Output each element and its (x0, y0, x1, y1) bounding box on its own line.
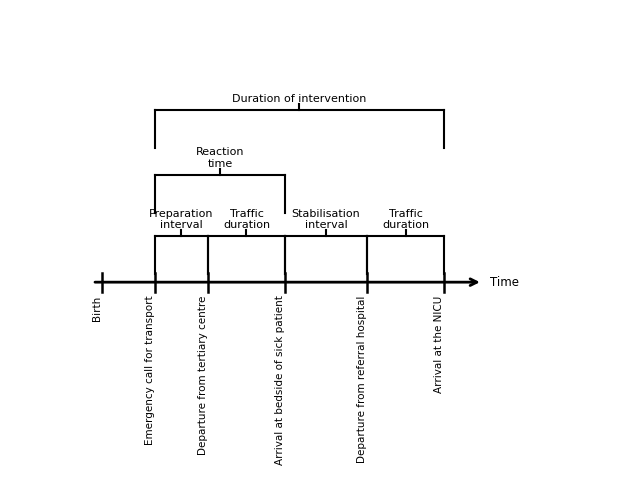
Text: Birth: Birth (92, 296, 102, 321)
Text: Time: Time (490, 276, 519, 289)
Text: Preparation
interval: Preparation interval (149, 209, 213, 231)
Text: Departure from referral hospital: Departure from referral hospital (357, 296, 367, 463)
Text: Emergency call for transport: Emergency call for transport (145, 296, 155, 445)
Text: Reaction
time: Reaction time (196, 147, 244, 169)
Text: Arrival at the NICU: Arrival at the NICU (434, 296, 444, 393)
Text: Duration of intervention: Duration of intervention (232, 94, 367, 104)
Text: Stabilisation
interval: Stabilisation interval (292, 209, 360, 231)
Text: Arrival at bedside of sick patient: Arrival at bedside of sick patient (275, 296, 285, 466)
Text: Traffic
duration: Traffic duration (223, 209, 270, 231)
Text: Departure from tertiary centre: Departure from tertiary centre (198, 296, 208, 455)
Text: Traffic
duration: Traffic duration (382, 209, 429, 231)
